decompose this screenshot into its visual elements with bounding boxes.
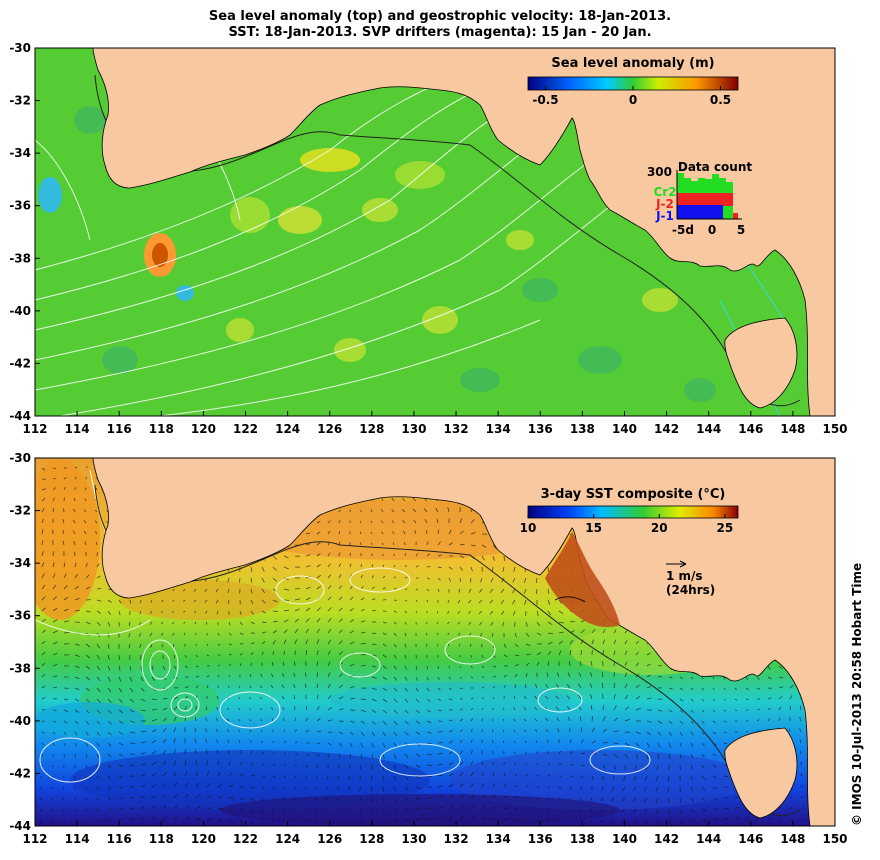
top-lon-tick-label: 122 <box>233 422 258 436</box>
top-lat-tick-label: -42 <box>9 356 31 370</box>
top-lon-tick-label: 150 <box>822 422 847 436</box>
bottom-lon-tick-label: 116 <box>107 832 132 846</box>
bottom-lon-tick-label: 114 <box>65 832 90 846</box>
sla-contours <box>35 69 661 416</box>
bottom-lon-tick-label: 118 <box>149 832 174 846</box>
top-lon-tick-label: 114 <box>65 422 90 436</box>
top-lat-tick-label: -40 <box>9 304 31 318</box>
top-lon-tick-label: 130 <box>401 422 426 436</box>
top-lon-tick-label: 144 <box>696 422 721 436</box>
velocity-scale-sublabel: (24hrs) <box>666 583 715 597</box>
bottom-lon-tick-label: 122 <box>233 832 258 846</box>
bottom-lon-tick-label: 140 <box>612 832 637 846</box>
sst-colorbar-tick: 25 <box>717 521 734 535</box>
data-count-bars <box>676 170 742 220</box>
top-lon-tick-label: 116 <box>107 422 132 436</box>
top-lon-tick-label: 118 <box>149 422 174 436</box>
top-lon-tick-label: 146 <box>738 422 763 436</box>
bottom-lon-tick-label: 150 <box>822 832 847 846</box>
bottom-lon-tick-label: 130 <box>401 832 426 846</box>
velocity-scale-label: 1 m/s <box>666 569 703 583</box>
bottom-lat-tick-label: -38 <box>9 661 31 675</box>
sla-map-area <box>35 48 835 416</box>
sst-colorbar-tick: 20 <box>651 521 668 535</box>
sst-australia-land <box>35 458 835 826</box>
bottom-lat-tick-label: -34 <box>9 556 31 570</box>
top-lon-tick-label: 138 <box>570 422 595 436</box>
sla-colorbar-tick: 0.5 <box>710 93 731 107</box>
top-lon-tick-label: 140 <box>612 422 637 436</box>
sla-map-frame <box>34 47 836 417</box>
top-lat-tick-label: -32 <box>9 94 31 108</box>
top-lon-tick-label: 136 <box>528 422 553 436</box>
top-lon-tick-label: 142 <box>654 422 679 436</box>
bottom-lat-tick-label: -44 <box>9 819 31 833</box>
top-lon-tick-label: 112 <box>22 422 47 436</box>
sla-colorbar-title: Sea level anomaly (m) <box>551 56 714 71</box>
top-lat-tick-label: -30 <box>9 41 31 55</box>
sst-colorbar-tick: 15 <box>585 521 602 535</box>
chart-title: Sea level anomaly (top) and geostrophic … <box>208 9 672 24</box>
bottom-lon-tick-label: 142 <box>654 832 679 846</box>
data-count-legend-j-1: J-1 <box>655 209 674 223</box>
credit-text: © IMOS 10-Jul-2013 20:58 Hobart Time <box>850 562 864 826</box>
australia-land <box>35 48 835 416</box>
bottom-lon-tick-label: 126 <box>317 832 342 846</box>
bottom-lon-tick-label: 136 <box>528 832 553 846</box>
data-count-title: Data count <box>678 160 753 174</box>
bottom-lon-tick-label: 132 <box>444 832 469 846</box>
sla-colorbar: Sea level anomaly (m) -0.5 0 0.5 <box>527 56 739 107</box>
bottom-lon-tick-label: 148 <box>780 832 805 846</box>
bottom-lon-tick-label: 112 <box>22 832 47 846</box>
bottom-lon-tick-label: 138 <box>570 832 595 846</box>
bottom-lat-tick-label: -30 <box>9 451 31 465</box>
top-lat-tick-label: -36 <box>9 199 31 213</box>
bottom-lon-tick-label: 134 <box>486 832 511 846</box>
axis-labels: 112 114 116 118 120 122 124 126 128 130 132 134 136 1… <box>9 41 847 846</box>
data-count-ymax: 300 <box>647 165 672 179</box>
bottom-lon-tick-label: 128 <box>359 832 384 846</box>
top-lon-tick-label: 124 <box>275 422 300 436</box>
bottom-lat-tick-label: -32 <box>9 504 31 518</box>
chart-subtitle: SST: 18-Jan-2013. SVP drifters (magenta)… <box>228 25 652 40</box>
data-count-x-label: 5 <box>737 223 745 237</box>
data-count-x-label: -5d <box>672 223 694 237</box>
top-lon-tick-label: 148 <box>780 422 805 436</box>
top-lon-tick-label: 120 <box>191 422 216 436</box>
bottom-lon-tick-label: 144 <box>696 832 721 846</box>
tasmania-land <box>724 317 798 409</box>
sst-tasmania-land <box>724 727 798 819</box>
gulf-warm-water <box>545 532 620 628</box>
sst-colorbar: 3-day SST composite (°C) 10 15 20 25 <box>520 487 739 535</box>
top-lon-tick-label: 126 <box>317 422 342 436</box>
bottom-lon-tick-label: 146 <box>738 832 763 846</box>
top-lon-tick-label: 132 <box>444 422 469 436</box>
bottom-lat-tick-label: -42 <box>9 766 31 780</box>
bottom-lat-tick-label: -36 <box>9 609 31 623</box>
data-count-legend-cr2: Cr2 <box>653 185 676 199</box>
sst-colorbar-title: 3-day SST composite (°C) <box>541 487 726 502</box>
bottom-lon-tick-label: 124 <box>275 832 300 846</box>
top-lon-tick-label: 134 <box>486 422 511 436</box>
sla-colorbar-tick: -0.5 <box>532 93 558 107</box>
top-lon-tick-label: 128 <box>359 422 384 436</box>
velocity-scale: 1 m/s (24hrs) <box>666 560 715 597</box>
data-count-x-label: 0 <box>708 223 716 237</box>
top-lat-tick-label: -34 <box>9 146 31 160</box>
sla-colorbar-tick: 0 <box>629 93 637 107</box>
top-lat-tick-label: -38 <box>9 251 31 265</box>
top-lat-tick-label: -44 <box>9 409 31 423</box>
sst-map-area <box>35 458 835 826</box>
data-count-legend-j-2: J-2 <box>655 197 674 211</box>
bottom-lon-tick-label: 120 <box>191 832 216 846</box>
bottom-lat-tick-label: -40 <box>9 714 31 728</box>
sst-colorbar-ramp <box>527 505 739 519</box>
sst-map-frame <box>34 457 836 827</box>
sla-anomaly-patches <box>38 106 716 402</box>
sst-colorbar-tick: 10 <box>520 521 537 535</box>
